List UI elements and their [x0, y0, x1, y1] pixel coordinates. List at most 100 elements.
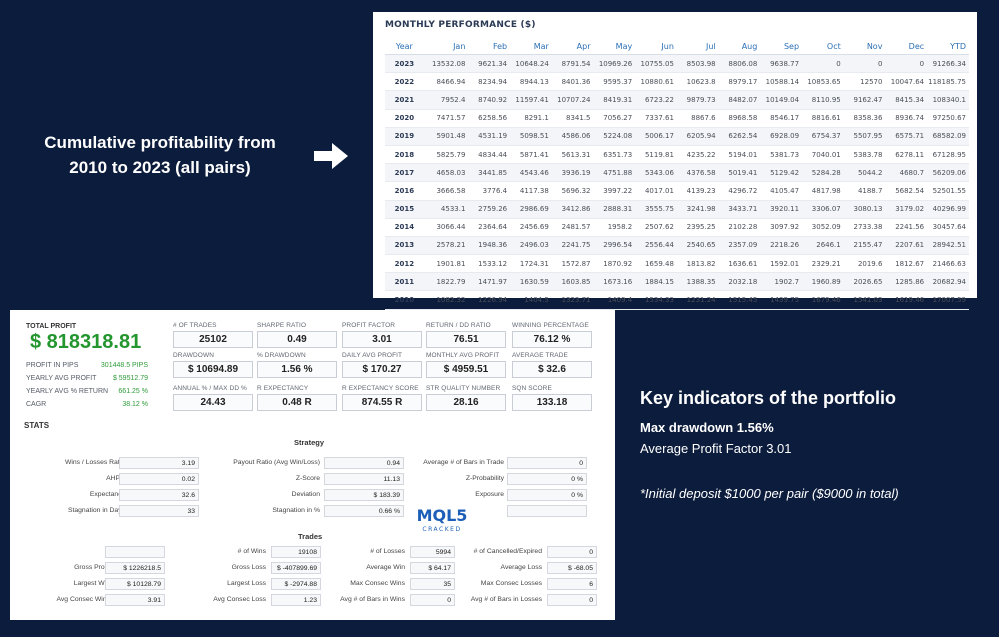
- table-row: 2013 2578.21 1948.36 2496.03 2241.75 2996.54 2…: [385, 236, 969, 256]
- value-cell: 8979.17: [718, 72, 761, 92]
- stat-label: Average # of Bars in Trade: [423, 459, 504, 466]
- value-cell: 4105.47: [760, 181, 803, 201]
- kpi-value: 133.18: [512, 394, 592, 411]
- value-cell: 21466.63: [927, 254, 969, 274]
- kpi-value: 874.55 R: [342, 394, 422, 411]
- trade-label: Max Consec Wins: [350, 580, 405, 587]
- value-cell: 8968.58: [718, 109, 761, 128]
- value-cell: 6723.22: [635, 90, 677, 110]
- trade-value: 0: [547, 546, 597, 558]
- value-cell: 2578.21: [426, 236, 469, 256]
- value-cell: 3052.09: [802, 218, 844, 237]
- kpi-value: 0.48 R: [257, 394, 337, 411]
- stats-panel: TOTAL PROFIT $ 818318.81 STATS Strategy …: [10, 310, 615, 620]
- svg-text:CRACKED: CRACKED: [422, 526, 461, 533]
- value-cell: 1813.82: [676, 254, 719, 274]
- monthly-performance-table: Year Jan Feb Mar Apr May Jun Jul Aug Sep Oct Nov Dec…: [385, 39, 969, 310]
- value-cell: 8816.61: [802, 109, 844, 128]
- value-cell: 1960.89: [802, 272, 844, 292]
- value-cell: 8546.17: [760, 109, 803, 128]
- value-cell: 5381.73: [760, 145, 803, 165]
- value-cell: 9621.34: [468, 54, 511, 74]
- value-cell: 9638.77: [760, 54, 803, 74]
- value-cell: 7471.57: [426, 109, 469, 128]
- value-cell: 2996.54: [593, 236, 636, 256]
- value-cell: 6278.11: [885, 145, 928, 165]
- trade-value: $ -68.05: [547, 562, 597, 574]
- value-cell: 9162.47: [843, 90, 886, 110]
- stat-value: [507, 505, 587, 517]
- trade-label: Gross Loss: [231, 564, 266, 571]
- trade-value: 6: [547, 578, 597, 590]
- year-cell: 2021: [385, 90, 427, 110]
- value-cell: 2026.65: [843, 272, 886, 292]
- value-cell: 6351.73: [593, 145, 636, 165]
- value-cell: 4533.1: [426, 200, 469, 219]
- stat-value: 0 %: [507, 489, 587, 501]
- value-cell: 0: [885, 54, 928, 74]
- value-cell: 2759.26: [468, 200, 511, 219]
- kpi-value: 1.56 %: [257, 361, 337, 378]
- value-cell: 9879.73: [676, 90, 719, 110]
- initial-deposit-caption: *Initial deposit $1000 per pair ($9000 i…: [640, 486, 899, 501]
- kpi-value: 3.01: [342, 331, 422, 348]
- table-row: 2015 4533.1 2759.26 2986.69 3412.86 2888.31 35…: [385, 200, 969, 219]
- kpi-box: DRAWDOWN $ 10694.89: [173, 352, 253, 378]
- kpi-label: SHARPE RATIO: [257, 322, 307, 329]
- monthly-performance-panel: MONTHLY PERFORMANCE ($) Year Jan Feb Mar Apr…: [373, 12, 977, 310]
- value-cell: 4586.06: [551, 127, 594, 146]
- stat-value: 0.94: [324, 457, 404, 469]
- value-cell: 13532.08: [426, 54, 469, 74]
- table-row: 2012 1901.81 1533.12 1724.31 1572.87 1870.92 1…: [385, 254, 969, 274]
- value-cell: 10755.05: [635, 54, 677, 74]
- kpi-value: $ 4959.51: [426, 361, 506, 378]
- trade-value: 5994: [410, 546, 455, 558]
- value-cell: 10047.64: [885, 72, 928, 92]
- key-indicators-title: Key indicators of the portfolio: [640, 388, 897, 408]
- trade-value: 0: [547, 594, 597, 606]
- value-cell: 4017.01: [635, 181, 677, 201]
- value-cell: 1323.71: [551, 290, 594, 310]
- value-cell: 5825.79: [426, 145, 469, 165]
- value-cell: 5284.28: [802, 163, 844, 183]
- kpi-box: SHARPE RATIO 0.49: [257, 322, 337, 348]
- value-cell: 10588.14: [760, 72, 803, 92]
- value-cell: 30457.64: [927, 218, 969, 237]
- column-header: Dec: [885, 39, 928, 55]
- stat-value: 33: [119, 505, 199, 517]
- value-cell: 40296.99: [927, 200, 969, 219]
- value-cell: 1592.01: [760, 254, 803, 274]
- trade-label: [25, 546, 110, 558]
- summary-line-value: $ 59512.79: [112, 375, 148, 382]
- value-cell: 97250.67: [927, 109, 969, 128]
- year-cell: 2014: [385, 218, 427, 237]
- kpi-box: PROFIT FACTOR 3.01: [342, 322, 422, 348]
- value-cell: 4139.23: [676, 181, 719, 201]
- value-cell: 8944.13: [510, 72, 552, 92]
- column-header: Apr: [551, 39, 594, 55]
- trade-value: [105, 546, 165, 558]
- value-cell: 2481.57: [551, 218, 594, 237]
- value-cell: 5224.08: [593, 127, 636, 146]
- value-cell: 68582.09: [927, 127, 969, 146]
- year-cell: 2011: [385, 272, 427, 292]
- value-cell: 3412.86: [551, 200, 594, 219]
- value-cell: 3936.19: [551, 163, 594, 183]
- trade-label: Gross Profit: [74, 564, 110, 571]
- year-cell: 2018: [385, 145, 427, 165]
- value-cell: 6575.71: [885, 127, 928, 146]
- value-cell: 1471.97: [468, 272, 511, 292]
- value-cell: 2496.03: [510, 236, 552, 256]
- column-header: Sep: [760, 39, 803, 55]
- value-cell: 0: [802, 54, 844, 74]
- value-cell: 7337.61: [635, 109, 677, 128]
- value-cell: 5871.41: [510, 145, 552, 165]
- kpi-value: 24.43: [173, 394, 253, 411]
- stat-label: Exposure: [475, 491, 504, 498]
- value-cell: 20682.94: [927, 272, 969, 292]
- value-cell: 1541.03: [843, 290, 886, 310]
- column-header: Aug: [718, 39, 761, 55]
- column-header: Oct: [802, 39, 844, 55]
- kpi-label: RETURN / DD RATIO: [426, 322, 491, 329]
- cumulative-caption: Cumulative profitability from 2010 to 20…: [10, 130, 310, 180]
